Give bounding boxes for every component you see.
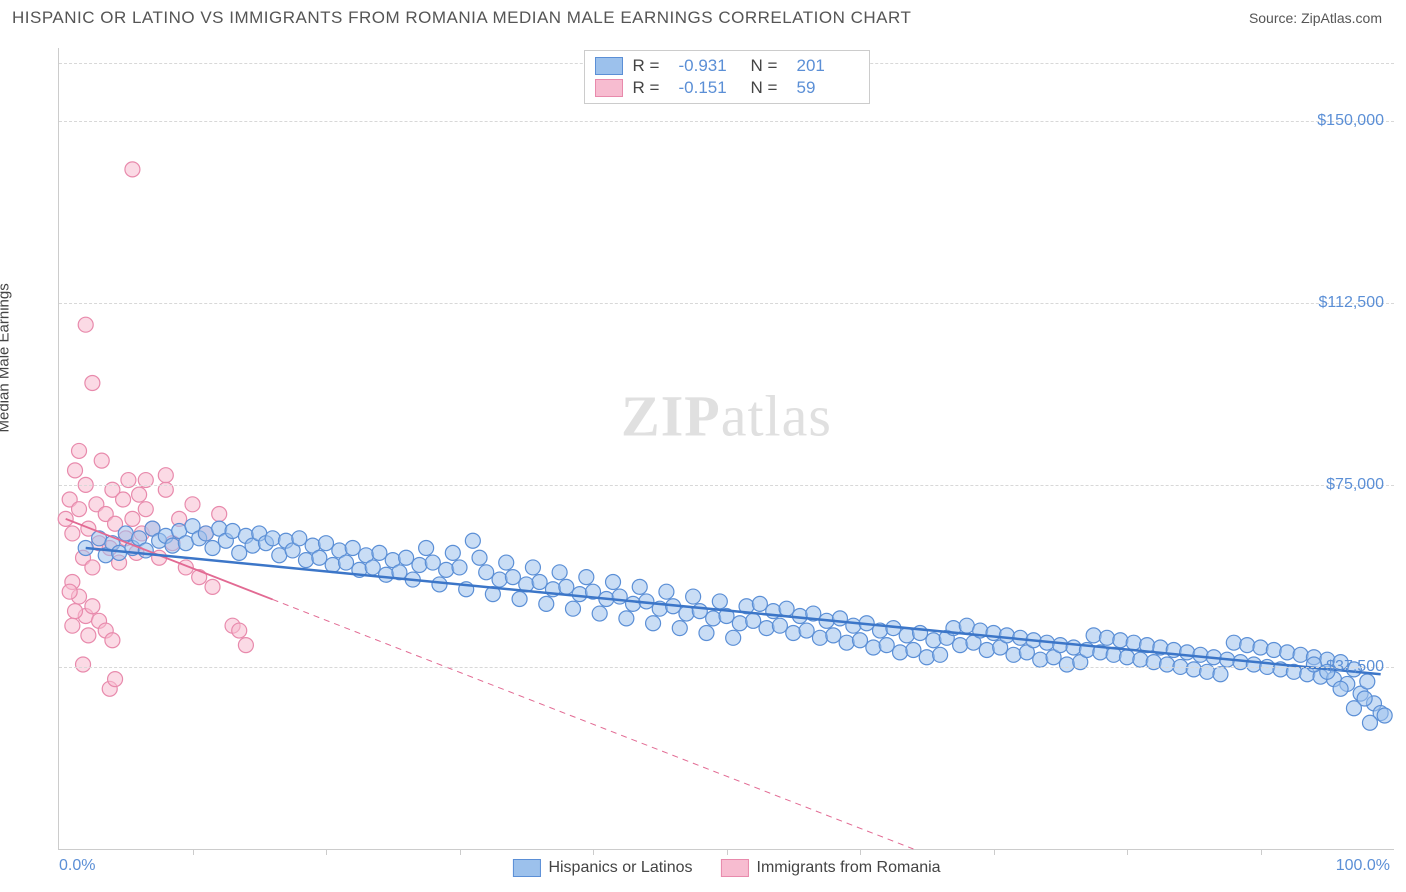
legend-row-hispanic: R = -0.931 N = 201 — [595, 55, 859, 77]
chart-header: HISPANIC OR LATINO VS IMMIGRANTS FROM RO… — [0, 0, 1406, 32]
y-tick-label: $150,000 — [1317, 112, 1384, 130]
stat-r-romania: -0.151 — [679, 78, 741, 98]
x-tick-label: 100.0% — [1336, 857, 1390, 875]
legend-label-romania: Immigrants from Romania — [757, 859, 941, 877]
y-tick-label: $37,500 — [1326, 658, 1384, 676]
stat-n-label: N = — [751, 56, 787, 76]
legend-label-hispanic: Hispanics or Latinos — [548, 859, 692, 877]
stat-n-hispanic: 201 — [797, 56, 859, 76]
series-legend: Hispanics or Latinos Immigrants from Rom… — [512, 859, 940, 877]
source-name: ZipAtlas.com — [1301, 10, 1382, 26]
scatter-svg — [59, 48, 1394, 849]
swatch-romania — [721, 859, 749, 877]
y-axis-label: Median Male Earnings — [0, 283, 13, 432]
stat-n-label: N = — [751, 78, 787, 98]
correlation-legend: R = -0.931 N = 201 R = -0.151 N = 59 — [584, 50, 870, 104]
legend-item-romania: Immigrants from Romania — [721, 859, 941, 877]
legend-row-romania: R = -0.151 N = 59 — [595, 77, 859, 99]
y-tick-label: $112,500 — [1318, 294, 1384, 312]
stat-n-romania: 59 — [797, 78, 859, 98]
stat-r-label: R = — [633, 78, 669, 98]
swatch-hispanic — [595, 57, 623, 75]
chart-area: Median Male Earnings ZIPatlas R = -0.931… — [12, 48, 1394, 880]
x-tick-label: 0.0% — [59, 857, 95, 875]
source-prefix: Source: — [1249, 10, 1301, 26]
stat-r-hispanic: -0.931 — [679, 56, 741, 76]
stat-r-label: R = — [633, 56, 669, 76]
y-tick-label: $75,000 — [1326, 476, 1384, 494]
plot-region: ZIPatlas R = -0.931 N = 201 R = -0.151 N… — [58, 48, 1394, 850]
chart-title: HISPANIC OR LATINO VS IMMIGRANTS FROM RO… — [12, 8, 911, 28]
source-attribution: Source: ZipAtlas.com — [1249, 10, 1382, 26]
swatch-hispanic — [512, 859, 540, 877]
swatch-romania — [595, 79, 623, 97]
legend-item-hispanic: Hispanics or Latinos — [512, 859, 692, 877]
